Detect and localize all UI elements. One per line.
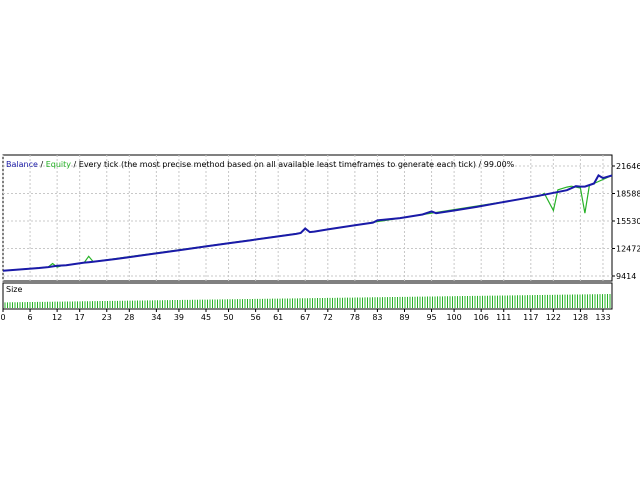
x-tick-label: 6 bbox=[28, 313, 33, 322]
balance-equity-panel: Balance / Equity / Every tick (the most … bbox=[2, 154, 640, 282]
x-tick-label: 61 bbox=[273, 313, 283, 322]
legend-separator: / bbox=[71, 160, 79, 169]
size-panel-title: Size bbox=[6, 285, 23, 294]
x-tick-label: 56 bbox=[251, 313, 261, 322]
x-tick-label: 67 bbox=[300, 313, 310, 322]
x-tick-label: 100 bbox=[446, 313, 461, 322]
x-tick-label: 133 bbox=[595, 313, 610, 322]
balance-series-line bbox=[2, 174, 613, 272]
x-tick-label: 111 bbox=[496, 313, 511, 322]
legend-line: Balance / Equity / Every tick (the most … bbox=[6, 160, 515, 169]
y-tick-label: 12472 bbox=[616, 245, 640, 254]
x-tick-label: 34 bbox=[151, 313, 161, 322]
y-tick-label: 9414 bbox=[616, 272, 636, 281]
x-tick-label: 17 bbox=[75, 313, 85, 322]
x-tick-label: 78 bbox=[350, 313, 360, 322]
legend-model: Every tick (the most precise method base… bbox=[79, 160, 476, 169]
legend-separator: / bbox=[38, 160, 46, 169]
x-tick-label: 23 bbox=[102, 313, 112, 322]
legend-quality: 99.00% bbox=[484, 160, 515, 169]
y-tick-label: 15530 bbox=[616, 217, 640, 226]
x-tick-label: 50 bbox=[223, 313, 233, 322]
x-tick-label: 89 bbox=[399, 313, 409, 322]
x-axis-ticks: 0 6 12 17 23 28 34 39 45 50 56 61 67 72 78 83 89 95 100 106… bbox=[0, 309, 611, 322]
legend-separator: / bbox=[476, 160, 484, 169]
y-axis-ticks: 21646 18588 15530 12472 9414 bbox=[612, 162, 640, 281]
x-tick-label: 117 bbox=[523, 313, 538, 322]
x-tick-label: 106 bbox=[474, 313, 489, 322]
x-tick-label: 39 bbox=[174, 313, 184, 322]
x-tick-label: 28 bbox=[124, 313, 134, 322]
legend-balance: Balance bbox=[6, 160, 38, 169]
x-tick-label: 0 bbox=[0, 313, 5, 322]
x-tick-label: 45 bbox=[201, 313, 211, 322]
main-grid bbox=[2, 155, 612, 281]
x-tick-label: 122 bbox=[546, 313, 561, 322]
x-tick-label: 83 bbox=[372, 313, 382, 322]
x-tick-label: 12 bbox=[52, 313, 62, 322]
size-bars bbox=[4, 294, 611, 308]
size-panel: Size bbox=[2, 282, 613, 310]
y-tick-label: 21646 bbox=[616, 162, 640, 171]
x-tick-label: 72 bbox=[323, 313, 333, 322]
y-tick-label: 18588 bbox=[616, 190, 640, 199]
x-tick-label: 95 bbox=[426, 313, 436, 322]
legend-equity: Equity bbox=[46, 160, 72, 169]
x-tick-label: 128 bbox=[573, 313, 588, 322]
